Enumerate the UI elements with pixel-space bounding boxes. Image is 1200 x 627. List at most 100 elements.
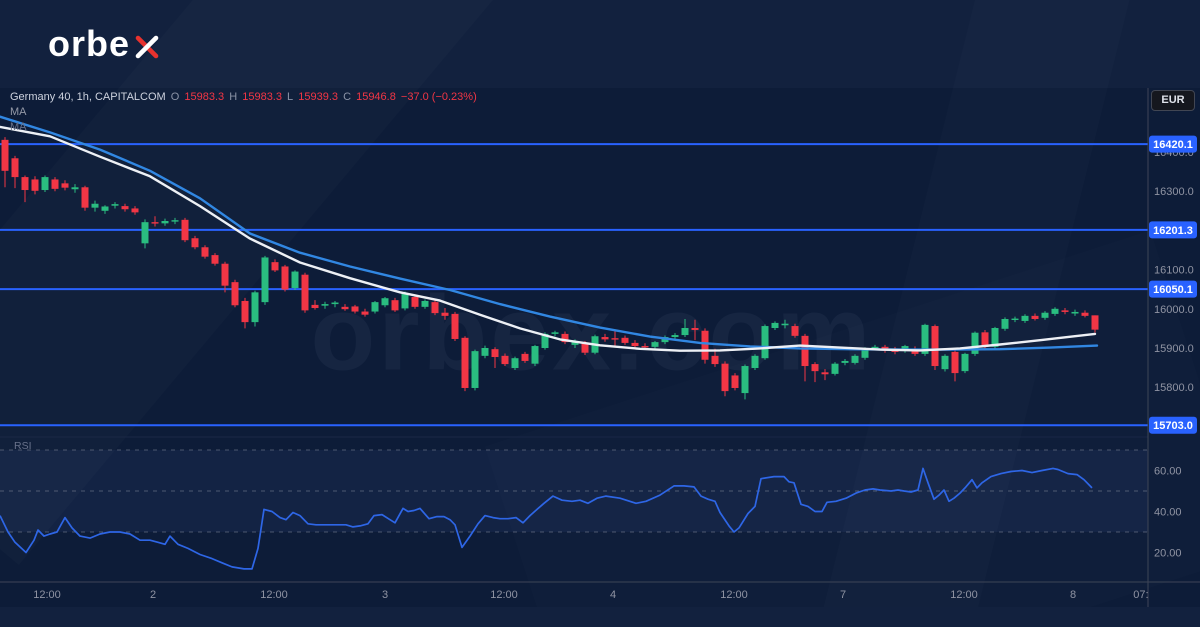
candle: [691, 319, 699, 341]
candle-body: [691, 328, 699, 330]
candle-body: [251, 292, 259, 323]
ma-line-fast: [0, 125, 1097, 352]
candle: [71, 184, 79, 193]
candle: [511, 356, 519, 370]
candle: [61, 180, 69, 191]
candle: [31, 176, 39, 195]
candle-body: [61, 183, 69, 188]
candle-body: [411, 297, 419, 307]
candle: [301, 272, 309, 313]
candle-body: [601, 337, 609, 340]
time-label: 7: [840, 589, 846, 601]
candle-body: [991, 328, 999, 347]
candle: [321, 301, 329, 309]
candle-body: [151, 222, 159, 224]
candle-body: [201, 247, 209, 257]
candle: [311, 300, 319, 310]
time-label: 12:00: [490, 589, 518, 601]
candle-body: [281, 266, 289, 290]
candle-body: [651, 342, 659, 347]
candle-body: [581, 342, 589, 353]
candle-body: [551, 332, 559, 334]
candle-body: [541, 333, 549, 348]
symbol-row: Germany 40, 1h, CAPITALCOM O 15983.3 H 1…: [10, 91, 479, 103]
candle: [681, 318, 689, 338]
time-label: 12:00: [720, 589, 748, 601]
time-label-group[interactable]: 12:00 2 12:00 3 12:00 4 12:00 7 12:00 8 07:0: [33, 589, 1154, 601]
candle: [481, 345, 489, 359]
candle-body: [501, 355, 509, 365]
candle-body: [301, 274, 309, 311]
candle-body: [141, 222, 149, 244]
candle-body: [391, 300, 399, 311]
candle-body: [421, 300, 429, 307]
candle-body: [241, 300, 249, 323]
time-label: 8: [1070, 589, 1076, 601]
logo-x-icon: [135, 35, 159, 59]
candle-body: [461, 337, 469, 388]
candle-body: [721, 363, 729, 392]
candle: [551, 330, 559, 337]
currency-button[interactable]: EUR: [1151, 90, 1195, 111]
candle-body: [211, 255, 219, 264]
time-label: 4: [610, 589, 616, 601]
close-label: C: [343, 91, 352, 103]
candle-body: [221, 263, 229, 286]
candle: [1011, 316, 1019, 323]
bottom-band: [0, 607, 1200, 627]
candle: [831, 362, 839, 376]
high-value: 15983.3: [242, 91, 282, 103]
price-label: 16300.0: [1154, 186, 1194, 198]
candle: [221, 261, 229, 293]
price-badge-bg: [1149, 416, 1197, 434]
candle-body: [861, 348, 869, 358]
candle: [801, 333, 809, 382]
candle: [91, 200, 99, 212]
low-label: L: [287, 91, 294, 103]
symbol-title[interactable]: Germany 40, 1h, CAPITALCOM: [10, 91, 166, 103]
candle-body: [1061, 310, 1069, 312]
candle-body: [1051, 308, 1059, 314]
candle: [971, 331, 979, 356]
candle: [961, 352, 969, 374]
candle: [101, 205, 109, 214]
candle-body: [191, 238, 199, 248]
candle: [721, 361, 729, 397]
candle-body: [671, 335, 679, 338]
candle: [951, 350, 959, 382]
candle-body: [101, 206, 109, 211]
candle: [111, 202, 119, 209]
ma-indicator-label[interactable]: MA: [10, 106, 27, 118]
open-value: 15983.3: [184, 91, 225, 103]
candle-body: [181, 219, 189, 241]
candle-body: [521, 353, 529, 361]
candle: [851, 354, 859, 365]
open-label: O: [170, 91, 180, 103]
time-label: 3: [382, 589, 388, 601]
candle-body: [1011, 318, 1019, 320]
candle-body: [821, 372, 829, 375]
candle: [391, 297, 399, 312]
candle-body: [851, 355, 859, 363]
candle: [841, 358, 849, 366]
candle-body: [351, 306, 359, 312]
candle: [41, 175, 49, 192]
candle-body: [11, 158, 19, 178]
candle-body: [901, 346, 909, 351]
candle-body: [311, 304, 319, 309]
ma-line-slow: [0, 115, 1099, 351]
candle-body: [481, 348, 489, 356]
ma-indicator-label[interactable]: MA: [10, 121, 27, 133]
candle: [441, 308, 449, 320]
candle: [121, 203, 129, 212]
candle: [331, 300, 339, 308]
candle-body: [81, 187, 89, 208]
candle: [561, 331, 569, 345]
candle: [521, 351, 529, 363]
candle-body: [751, 355, 759, 368]
candle-body: [21, 177, 29, 191]
candle-body: [971, 332, 979, 354]
candle: [601, 333, 609, 342]
rsi-label[interactable]: RSI: [14, 440, 32, 452]
